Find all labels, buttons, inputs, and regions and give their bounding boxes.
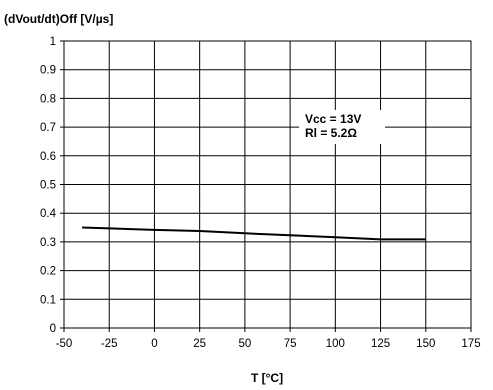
x-tick-label: -50 <box>56 338 73 350</box>
y-tick-label: 0.1 <box>40 294 56 306</box>
x-tick-label: 0 <box>151 338 157 350</box>
annotation-box <box>299 110 385 144</box>
grid <box>60 40 472 332</box>
y-tick-label: 0.5 <box>40 180 56 192</box>
y-tick-labels: 0 0.1 0.2 0.3 0.4 0.5 0.6 0.7 0.8 0.9 1 <box>40 36 57 335</box>
y-tick-label: 0.7 <box>40 122 56 134</box>
x-tick-label: 25 <box>193 338 206 350</box>
x-tick-label: 100 <box>326 338 345 350</box>
plot-frame <box>63 40 472 329</box>
x-tick-label: 150 <box>416 338 435 350</box>
y-tick-label: 0.8 <box>40 93 56 105</box>
y-tick-label: 0.9 <box>40 65 56 77</box>
series-line-0 <box>82 226 426 241</box>
y-tick-label: 1 <box>50 36 56 48</box>
y-tick-label: 0.6 <box>40 151 56 163</box>
x-tick-label: -25 <box>101 338 118 350</box>
series-group <box>82 226 426 241</box>
y-tick-label: 0.2 <box>40 266 56 278</box>
y-tick-label: 0.4 <box>40 208 57 220</box>
x-tick-label: 125 <box>371 338 390 350</box>
y-tick-label: 0.3 <box>40 237 56 249</box>
x-tick-labels: -50 -25 0 25 50 75 100 125 150 175 <box>56 338 481 350</box>
x-tick-label: 75 <box>284 338 297 350</box>
annotation-text: Rl = 5.2Ω <box>305 126 357 140</box>
x-axis-label: T [°C] <box>251 371 283 385</box>
x-tick-label: 50 <box>238 338 251 350</box>
annotation-text: Vcc = 13V <box>305 112 361 126</box>
y-axis-label: (dVout/dt)Off [V/µs] <box>4 12 113 26</box>
y-tick-label: 0 <box>50 323 56 335</box>
x-tick-label: 175 <box>461 338 480 350</box>
